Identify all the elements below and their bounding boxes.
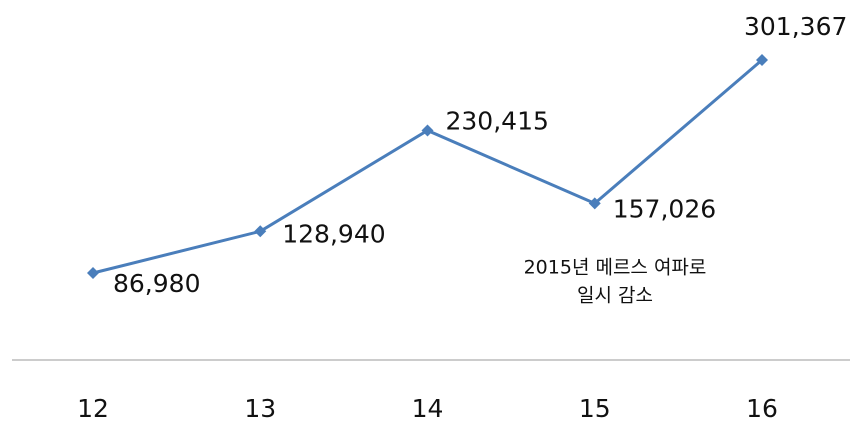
annotation: 일시 감소 — [577, 285, 653, 307]
data-label: 128,940 — [282, 219, 385, 248]
x-tick-label: 16 — [746, 394, 778, 423]
marker — [756, 54, 768, 66]
data-label: 230,415 — [446, 106, 549, 135]
line — [92, 58, 763, 275]
annotation: 2015년 메르스 여파로 — [524, 257, 707, 279]
x-tick-label: 12 — [77, 394, 109, 423]
marker — [254, 225, 267, 238]
marker — [588, 197, 601, 210]
data-label: 301,367 — [744, 12, 847, 41]
data-label: 157,026 — [613, 194, 716, 223]
x-tick-label: 15 — [579, 394, 611, 423]
marker — [421, 124, 434, 137]
x-tick-label: 13 — [244, 394, 276, 423]
x-tick-label: 14 — [412, 394, 444, 423]
marker — [87, 267, 99, 279]
data-label: 86,980 — [113, 269, 200, 298]
